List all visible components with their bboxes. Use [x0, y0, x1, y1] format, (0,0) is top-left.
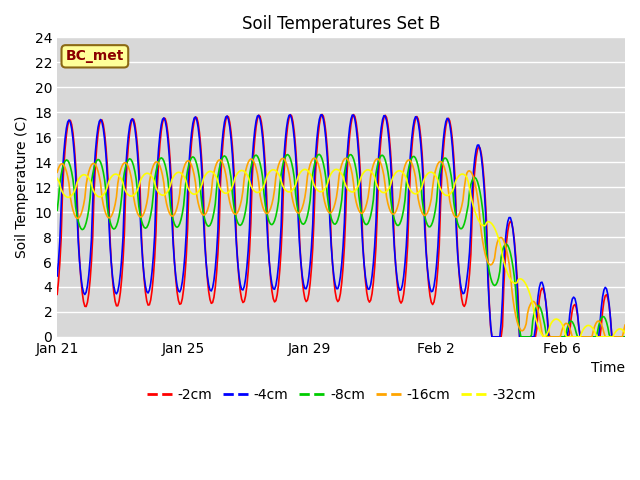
-8cm — [517, 334, 525, 340]
Line: -8cm: -8cm — [57, 155, 625, 337]
-2cm — [53, 291, 61, 297]
-8cm — [97, 159, 104, 165]
-16cm — [621, 322, 629, 328]
-32cm — [563, 334, 571, 340]
-8cm — [384, 168, 392, 174]
-8cm — [53, 207, 61, 213]
-4cm — [577, 334, 584, 340]
-2cm — [318, 111, 326, 117]
Line: -4cm: -4cm — [57, 115, 625, 337]
-2cm — [577, 334, 584, 340]
-32cm — [384, 187, 392, 193]
-2cm — [505, 221, 513, 227]
-2cm — [493, 334, 501, 340]
-4cm — [493, 334, 501, 340]
-32cm — [577, 334, 584, 340]
-32cm — [449, 188, 456, 194]
-2cm — [449, 137, 456, 143]
-16cm — [492, 246, 500, 252]
Line: -2cm: -2cm — [57, 114, 625, 337]
-16cm — [384, 201, 392, 206]
-32cm — [97, 194, 104, 200]
-4cm — [384, 126, 392, 132]
-16cm — [97, 181, 104, 187]
-16cm — [310, 155, 318, 161]
-32cm — [53, 176, 61, 181]
-4cm — [318, 112, 326, 118]
Y-axis label: Soil Temperature (C): Soil Temperature (C) — [15, 116, 29, 258]
Legend: -2cm, -4cm, -8cm, -16cm, -32cm: -2cm, -4cm, -8cm, -16cm, -32cm — [141, 383, 541, 408]
-16cm — [540, 334, 547, 340]
-2cm — [621, 334, 629, 340]
Title: Soil Temperatures Set B: Soil Temperatures Set B — [242, 15, 440, 33]
-2cm — [97, 117, 104, 123]
-32cm — [621, 330, 629, 336]
-16cm — [504, 253, 511, 259]
-8cm — [492, 282, 500, 288]
-8cm — [504, 242, 511, 248]
-8cm — [316, 152, 323, 157]
-4cm — [97, 117, 104, 122]
-2cm — [488, 334, 496, 340]
-16cm — [577, 334, 584, 340]
-2cm — [384, 121, 392, 127]
-32cm — [504, 271, 511, 276]
-8cm — [449, 182, 456, 188]
-8cm — [621, 334, 629, 340]
-16cm — [449, 209, 456, 215]
Line: -32cm: -32cm — [57, 169, 625, 337]
-32cm — [492, 228, 500, 234]
Text: Time: Time — [591, 361, 625, 375]
-4cm — [505, 215, 513, 220]
-4cm — [621, 334, 629, 340]
Line: -16cm: -16cm — [57, 158, 625, 337]
-8cm — [577, 334, 584, 340]
-4cm — [53, 273, 61, 279]
-4cm — [449, 144, 456, 150]
-16cm — [53, 169, 61, 175]
Text: BC_met: BC_met — [66, 49, 124, 63]
-4cm — [488, 334, 496, 340]
-32cm — [333, 167, 340, 172]
